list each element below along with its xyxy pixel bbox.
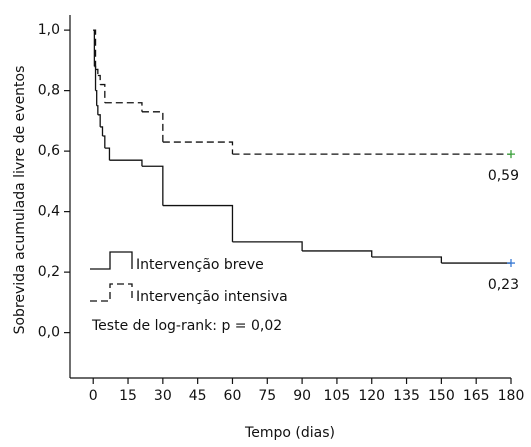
km-step [93, 29, 96, 67]
km-step [104, 147, 111, 161]
legend-symbol [90, 283, 133, 302]
km-step [100, 126, 104, 136]
annotation: Teste de log-rank: p = 0,02 [91, 318, 282, 334]
km-step [162, 141, 234, 155]
x-axis-label: Tempo (dias) [244, 425, 335, 441]
x-tick-label: 0 [89, 388, 98, 404]
km-step [93, 29, 97, 70]
y-tick-label: 0,6 [38, 143, 60, 159]
km-step [95, 89, 98, 106]
y-tick-label: 0,8 [38, 83, 60, 99]
x-tick-label: 165 [463, 388, 490, 404]
x-tick-label: 90 [293, 388, 311, 404]
legend-symbol [90, 251, 133, 270]
y-tick-label: 1,0 [38, 22, 60, 38]
km-step [302, 250, 373, 257]
x-tick-label: 150 [428, 388, 455, 404]
x-tick-label: 120 [358, 388, 385, 404]
end-label: 0,23 [488, 277, 519, 293]
y-axis-label: Sobrevida acumulada livre de eventos [12, 66, 28, 335]
km-step [371, 256, 443, 264]
km-step [141, 111, 164, 143]
km-step [100, 83, 106, 103]
x-tick-label: 75 [258, 388, 276, 404]
km-step [97, 114, 101, 127]
km-step [102, 135, 106, 149]
km-step [232, 241, 303, 251]
x-tick-label: 15 [119, 388, 137, 404]
km-step [94, 65, 97, 91]
legend-label: Intervenção intensiva [136, 289, 288, 305]
x-tick-label: 105 [324, 388, 351, 404]
km-step [95, 68, 99, 76]
x-tick-label: 45 [189, 388, 207, 404]
end-label: 0,59 [488, 168, 519, 184]
km-step [97, 74, 101, 85]
km-step [109, 159, 143, 167]
x-tick-label: 180 [498, 388, 525, 404]
legend-label: Intervenção breve [136, 257, 264, 273]
censor-mark [507, 150, 515, 159]
km-step [141, 165, 164, 206]
km-step [96, 105, 99, 115]
km-step [162, 204, 234, 242]
x-tick-label: 60 [224, 388, 242, 404]
censor-mark [507, 259, 515, 268]
x-tick-label: 135 [393, 388, 420, 404]
x-tick-label: 30 [154, 388, 172, 404]
y-tick-label: 0,0 [38, 325, 60, 341]
km-step [104, 102, 143, 112]
y-tick-label: 0,4 [38, 204, 60, 220]
y-tick-label: 0,2 [38, 264, 60, 280]
